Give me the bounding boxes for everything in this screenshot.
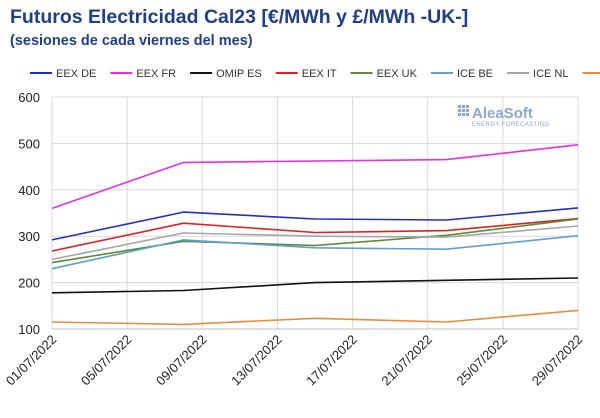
y-tick-label: 500: [18, 136, 40, 151]
series-line-ice-nl: [51, 225, 579, 261]
logo-dot: [466, 105, 469, 108]
x-tick-label: 05/07/2022: [78, 332, 135, 389]
legend-label-eex-de: EEX DE: [56, 68, 96, 80]
chart-title: Futuros Electricidad Cal23 [€/MWh y £/MW…: [10, 6, 469, 28]
legend-label-eex-it: EEX IT: [302, 68, 337, 80]
y-tick-label: 200: [18, 276, 40, 291]
series-lines: [51, 144, 579, 326]
dot-grid-icon: [458, 105, 469, 116]
logo-dot: [462, 113, 465, 116]
y-tick-label: 400: [18, 183, 40, 198]
y-axis-ticks: 100 200 300 400 500 600: [18, 90, 40, 337]
legend-label-eex-fr: EEX FR: [136, 68, 176, 80]
x-tick-label: 25/07/2022: [454, 332, 511, 389]
logo-dot: [466, 109, 469, 112]
y-tick-label: 100: [18, 322, 40, 337]
legend-label-omip-es: OMIP ES: [216, 68, 262, 80]
x-axis-ticks: 01/07/2022 05/07/2022 09/07/2022 13/07/2022…: [3, 332, 586, 389]
series-line-eex-de: [51, 207, 579, 241]
logo-dot: [458, 109, 461, 112]
series-line-ice-be: [51, 234, 579, 270]
legend: EEX DE EEX FR OMIP ES EEX IT EEX UK ICE BE ICE…: [30, 68, 600, 80]
x-tick-label: 29/07/2022: [529, 332, 586, 389]
x-tick-label: 21/07/2022: [378, 332, 435, 389]
logo-dot: [466, 113, 469, 116]
aleasoft-logo: AleaSoft ENERGY FORECASTING: [458, 105, 549, 128]
logo-dot: [458, 113, 461, 116]
grid-lines: [51, 96, 579, 330]
chart-subtitle: (sesiones de cada viernes del mes): [10, 33, 253, 49]
x-tick-label: 09/07/2022: [153, 332, 210, 389]
logo-dot: [462, 109, 465, 112]
logo-name: AleaSoft: [472, 105, 533, 122]
series-line-ice-nord: [51, 309, 579, 326]
series-line-omip-es: [51, 277, 579, 294]
x-tick-label: 13/07/2022: [228, 332, 285, 389]
legend-label-ice-nl: ICE NL: [533, 68, 568, 80]
y-tick-label: 600: [18, 90, 40, 105]
logo-tagline: ENERGY FORECASTING: [472, 122, 549, 128]
legend-label-ice-be: ICE BE: [457, 68, 493, 80]
y-tick-label: 300: [18, 229, 40, 244]
series-line-eex-fr: [51, 144, 579, 210]
series-line-eex-it: [51, 217, 579, 252]
x-tick-label: 01/07/2022: [3, 332, 60, 389]
logo-dot: [458, 105, 461, 108]
logo-dot: [462, 105, 465, 108]
series-line-eex-uk: [51, 218, 579, 264]
legend-label-eex-uk: EEX UK: [377, 68, 418, 80]
x-tick-label: 17/07/2022: [303, 332, 360, 389]
